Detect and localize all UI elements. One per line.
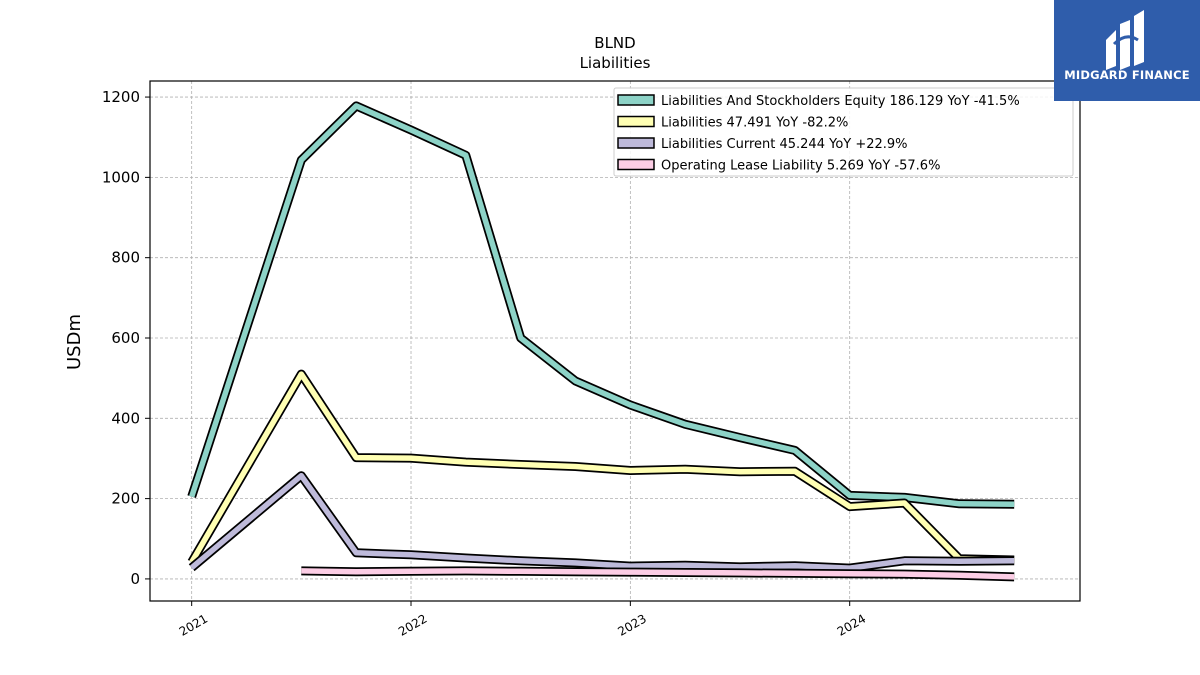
- x-tick-label: 2022: [396, 611, 429, 638]
- y-tick-label: 1200: [102, 88, 140, 106]
- logo-mark-icon: [1106, 10, 1144, 70]
- legend-swatch: [617, 158, 655, 171]
- x-tick-label: 2023: [615, 611, 648, 638]
- chart-title: BLND: [594, 34, 635, 52]
- y-tick-label: 600: [111, 329, 140, 347]
- legend-swatch: [617, 137, 655, 149]
- chart-subtitle: Liabilities: [580, 54, 651, 72]
- midgard-finance-logo: MIDGARD FINANCE: [1054, 0, 1200, 101]
- x-tick-label: 2021: [177, 611, 210, 638]
- legend-entry: Liabilities Current 45.244 YoY +22.9%: [661, 137, 908, 152]
- y-tick-label: 0: [130, 570, 140, 588]
- series-outline-3: [188, 471, 1015, 573]
- series-line-4: [301, 568, 1015, 580]
- legend-entry: Operating Lease Liability 5.269 YoY -57.…: [661, 159, 940, 174]
- y-tick-label: 400: [111, 409, 140, 427]
- y-tick-label: 200: [111, 490, 140, 508]
- legend-swatch: [617, 115, 655, 128]
- series-line-1: [189, 103, 1015, 507]
- plot-frame: [149, 80, 1081, 602]
- legend-swatch: [617, 94, 655, 106]
- y-tick-label: 1000: [102, 168, 140, 186]
- legend-entry: Liabilities And Stockholders Equity 186.…: [661, 94, 1020, 109]
- x-tick-label: 2024: [835, 611, 868, 638]
- legend-box: [613, 87, 1074, 177]
- legend-entry: Liabilities 47.491 YoY -82.2%: [661, 116, 848, 131]
- axes: 0 200 400 600 800 1000 1200 2021 2022 2023 2024: [102, 88, 868, 639]
- series-line-3: [189, 472, 1015, 571]
- series-lines: [187, 101, 1015, 582]
- y-tick-label: 800: [111, 249, 140, 267]
- y-axis-label: USDm: [64, 314, 85, 370]
- series-line-2: [189, 371, 1015, 564]
- legend: Liabilities And Stockholders Equity 186.…: [613, 87, 1074, 177]
- logo-text: MIDGARD FINANCE: [1064, 68, 1190, 82]
